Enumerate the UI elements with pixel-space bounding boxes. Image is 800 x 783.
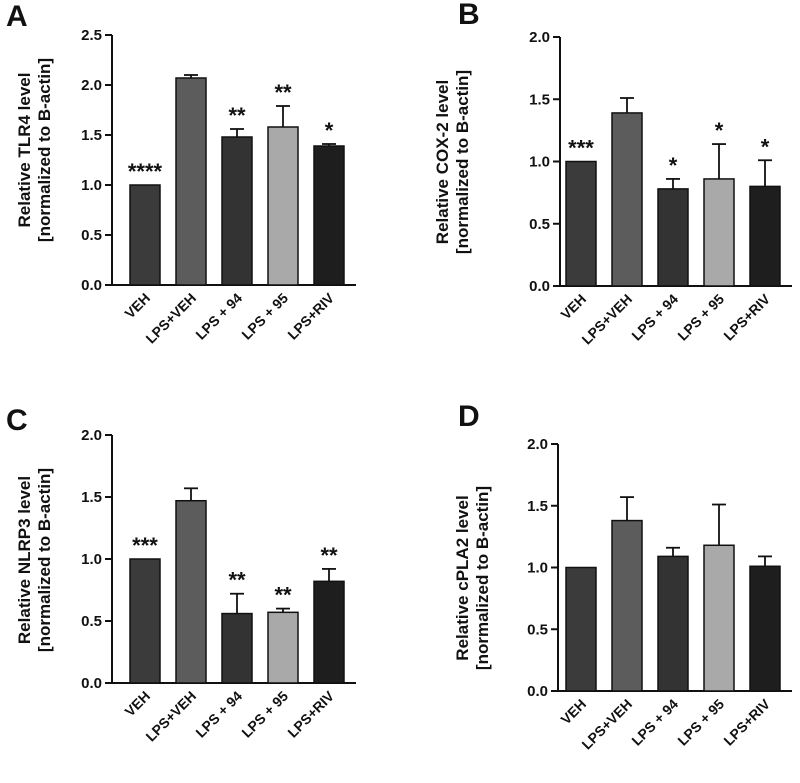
panel-c-significance: ** bbox=[228, 568, 246, 593]
panel-b-bar bbox=[611, 112, 643, 287]
panel-b-letter: B bbox=[458, 0, 480, 31]
panel-a-ylabel-line2: [normalized to B-actin] bbox=[35, 58, 54, 242]
panel-c-letter: C bbox=[6, 404, 28, 437]
panel-b-significance: * bbox=[669, 153, 678, 178]
panel-d-category-label: LPS + 95 bbox=[674, 696, 727, 749]
panel-c-bar bbox=[267, 611, 299, 684]
panel-d-category-label: LPS+RIV bbox=[720, 695, 773, 748]
panel-b-bar bbox=[703, 178, 735, 287]
panel-a-category-label: LPS + 94 bbox=[192, 290, 245, 343]
panel-a-bar bbox=[221, 136, 253, 286]
panel-c-ytick-label: 0.0 bbox=[81, 675, 102, 692]
panel-c-category-label: LPS + 94 bbox=[192, 688, 245, 741]
panel-b-significance: * bbox=[715, 118, 724, 143]
panel-c-bar bbox=[221, 612, 253, 684]
panel-a-ytick-label: 2.0 bbox=[81, 77, 102, 94]
panel-d-ylabel: Relative cPLA2 level[normalized to B-act… bbox=[453, 486, 492, 670]
panel-a-bar bbox=[313, 145, 345, 286]
panel-b-ytick-label: 0.5 bbox=[529, 216, 550, 233]
panel-a-ytick-label: 0.5 bbox=[81, 227, 102, 244]
panel-c-category-label: LPS + 95 bbox=[238, 688, 291, 741]
panel-a-significance: ** bbox=[228, 103, 246, 128]
panel-c-bar bbox=[175, 499, 207, 684]
panel-d-category-label: VEH bbox=[557, 696, 589, 728]
panel-c-significance: ** bbox=[274, 583, 292, 608]
panel-d-bar bbox=[703, 544, 735, 692]
panel-b-significance: *** bbox=[568, 136, 594, 161]
panel-d-category-label: LPS + 94 bbox=[628, 696, 681, 749]
panel-b-ytick-label: 0.0 bbox=[529, 278, 550, 295]
panel-a-bar bbox=[267, 126, 299, 286]
panel-b-category-label: LPS+RIV bbox=[720, 290, 773, 343]
panel-d-ylabel-line1: Relative cPLA2 level bbox=[453, 495, 472, 660]
panel-d-bar bbox=[611, 519, 643, 692]
panel-c-ylabel-line2: [normalized to B-actin] bbox=[35, 468, 54, 652]
panel-d-ytick-label: 1.5 bbox=[527, 498, 548, 515]
panel-c-category-label: VEH bbox=[121, 688, 153, 720]
panel-d-ytick-label: 0.0 bbox=[527, 683, 548, 700]
panel-c-significance: *** bbox=[132, 533, 158, 558]
panel-a-ytick-label: 2.5 bbox=[81, 27, 102, 44]
panel-b-category-label: LPS + 94 bbox=[628, 291, 681, 344]
panel-d-bar bbox=[565, 566, 597, 692]
panel-c-ytick-label: 1.5 bbox=[81, 489, 102, 506]
panel-c-bar bbox=[129, 558, 161, 684]
panel-a-bar bbox=[175, 77, 207, 286]
panel-c-ylabel: Relative NLRP3 level[normalized to B-act… bbox=[15, 468, 54, 652]
panel-d-letter: D bbox=[458, 400, 480, 433]
panel-d-bar bbox=[657, 555, 689, 692]
panel-b-ytick-label: 2.0 bbox=[529, 29, 550, 46]
panel-a-ylabel-line1: Relative TLR4 level bbox=[15, 73, 34, 228]
panel-c-ytick-label: 1.0 bbox=[81, 551, 102, 568]
panel-d-ytick-label: 0.5 bbox=[527, 621, 548, 638]
panel-b-bar bbox=[657, 188, 689, 287]
panel-c-category-label: LPS+VEH bbox=[142, 688, 199, 745]
panel-a-letter: A bbox=[6, 0, 28, 33]
panel-d-bar bbox=[749, 565, 781, 692]
panel-a-category-label: LPS+VEH bbox=[142, 290, 199, 347]
panel-c-ylabel-line1: Relative NLRP3 level bbox=[15, 476, 34, 644]
panel-d-ytick-label: 1.0 bbox=[527, 560, 548, 577]
panel-c-bar bbox=[313, 580, 345, 684]
panel-a-significance: **** bbox=[128, 159, 163, 184]
panel-d-ylabel-line2: [normalized to B-actin] bbox=[473, 486, 492, 670]
panel-a-significance: * bbox=[325, 118, 334, 143]
panel-a-bar bbox=[129, 184, 161, 286]
panel-b-ylabel-line1: Relative COX-2 level bbox=[433, 80, 452, 244]
panel-c-significance: ** bbox=[320, 543, 338, 568]
panel-c-ytick-label: 0.5 bbox=[81, 613, 102, 630]
panel-a-category-label: LPS+RIV bbox=[284, 289, 337, 342]
panel-b-category-label: LPS + 95 bbox=[674, 291, 727, 344]
panel-d-ytick-label: 2.0 bbox=[527, 436, 548, 453]
panel-b-category-label: LPS+VEH bbox=[578, 291, 635, 348]
panel-b-ytick-label: 1.5 bbox=[529, 91, 550, 108]
panel-a-ytick-label: 1.0 bbox=[81, 177, 102, 194]
panel-c-category-label: LPS+RIV bbox=[284, 687, 337, 740]
panel-b-ylabel: Relative COX-2 level[normalized to B-act… bbox=[433, 70, 472, 254]
panel-b-bar bbox=[749, 185, 781, 287]
panel-b-ytick-label: 1.0 bbox=[529, 154, 550, 171]
panel-b-bar bbox=[565, 160, 597, 287]
panel-b-category-label: VEH bbox=[557, 291, 589, 323]
panel-a-ylabel: Relative TLR4 level[normalized to B-acti… bbox=[15, 58, 54, 242]
panel-b-significance: * bbox=[761, 134, 770, 159]
panel-a-category-label: VEH bbox=[121, 290, 153, 322]
panel-c-ytick-label: 2.0 bbox=[81, 427, 102, 444]
panel-a-significance: ** bbox=[274, 80, 292, 105]
panel-d-category-label: LPS+VEH bbox=[578, 696, 635, 753]
panel-a-category-label: LPS + 95 bbox=[238, 290, 291, 343]
panel-a-ytick-label: 0.0 bbox=[81, 277, 102, 294]
panel-a-ytick-label: 1.5 bbox=[81, 127, 102, 144]
panel-b-ylabel-line2: [normalized to B-actin] bbox=[453, 70, 472, 254]
